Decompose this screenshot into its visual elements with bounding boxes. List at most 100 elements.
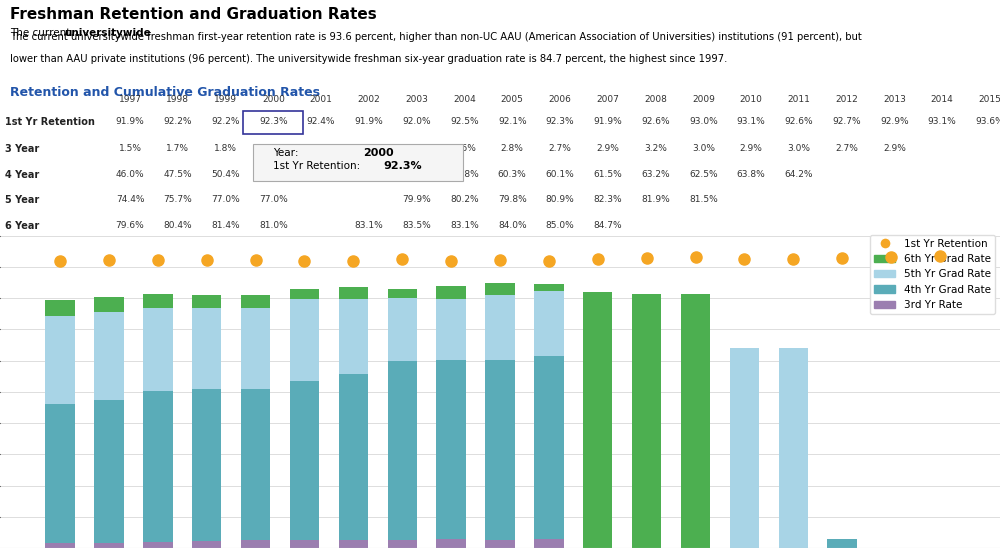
Text: 79.9%: 79.9% (402, 195, 431, 204)
Text: 92.2%: 92.2% (211, 117, 240, 126)
Bar (632, 539, 661, 548)
Text: 92.5%: 92.5% (450, 117, 479, 126)
Text: 2.9%: 2.9% (596, 144, 619, 153)
Bar (241, 540, 270, 548)
Bar (827, 539, 857, 548)
Text: 46.0%: 46.0% (116, 170, 144, 179)
Text: 2006: 2006 (549, 95, 571, 105)
Text: 91.9%: 91.9% (355, 117, 383, 126)
Bar (94, 399, 124, 543)
Text: 93.1%: 93.1% (737, 117, 765, 126)
Bar (339, 299, 368, 374)
Text: 83.1%: 83.1% (450, 221, 479, 230)
Text: 92.2%: 92.2% (164, 117, 192, 126)
Bar (485, 283, 515, 295)
Text: 1997: 1997 (119, 95, 142, 105)
Text: 82.3%: 82.3% (593, 195, 622, 204)
Text: 2012: 2012 (835, 95, 858, 105)
Text: 2014: 2014 (931, 95, 954, 105)
Bar (143, 307, 173, 391)
Text: 93.1%: 93.1% (928, 117, 957, 126)
Text: 91.9%: 91.9% (593, 117, 622, 126)
Text: 79.8%: 79.8% (498, 195, 527, 204)
Bar (779, 347, 808, 548)
Text: 92.3%: 92.3% (259, 117, 288, 126)
Text: universitywide: universitywide (64, 28, 151, 38)
Text: 2013: 2013 (883, 95, 906, 105)
Bar (681, 349, 710, 539)
Bar (534, 284, 564, 291)
Text: 3.2%: 3.2% (644, 144, 667, 153)
Text: 77.0%: 77.0% (211, 195, 240, 204)
Text: 84.0%: 84.0% (498, 221, 527, 230)
Text: 77.0%: 77.0% (259, 195, 288, 204)
Bar (192, 307, 221, 389)
FancyBboxPatch shape (243, 111, 303, 134)
Bar (143, 543, 173, 548)
Bar (583, 351, 612, 538)
Bar (681, 294, 710, 548)
Text: 2.2%: 2.2% (262, 144, 285, 153)
Text: 1998: 1998 (166, 95, 189, 105)
Text: 84.7%: 84.7% (593, 221, 622, 230)
Text: 91.9%: 91.9% (116, 117, 144, 126)
Text: 60.1%: 60.1% (546, 170, 574, 179)
Bar (94, 543, 124, 548)
Text: 2007: 2007 (596, 95, 619, 105)
Bar (485, 295, 515, 361)
Bar (339, 374, 368, 540)
Text: 2010: 2010 (740, 95, 763, 105)
Bar (339, 540, 368, 548)
Text: 92.3%: 92.3% (546, 117, 574, 126)
Bar (779, 347, 808, 540)
Text: 81.4%: 81.4% (211, 221, 240, 230)
Text: 79.6%: 79.6% (116, 221, 144, 230)
Text: 1999: 1999 (214, 95, 237, 105)
Text: 92.6%: 92.6% (785, 117, 813, 126)
Text: 83.1%: 83.1% (355, 221, 383, 230)
Bar (730, 347, 759, 548)
Bar (241, 389, 270, 540)
Bar (143, 391, 173, 543)
Bar (143, 294, 173, 307)
Bar (45, 543, 75, 548)
Text: 3.0%: 3.0% (787, 144, 810, 153)
Bar (45, 300, 75, 316)
Text: 92.1%: 92.1% (498, 117, 527, 126)
Bar (290, 299, 319, 381)
Text: 2011: 2011 (787, 95, 810, 105)
Text: 2015: 2015 (979, 95, 1000, 105)
Bar (192, 389, 221, 541)
Text: 1st Yr Retention:: 1st Yr Retention: (273, 161, 361, 171)
Bar (290, 540, 319, 548)
Bar (583, 538, 612, 548)
Text: The current: The current (10, 28, 74, 38)
Bar (388, 298, 417, 361)
Bar (681, 539, 710, 548)
Text: 74.4%: 74.4% (116, 195, 144, 204)
Text: 2000: 2000 (262, 95, 285, 105)
Bar (192, 295, 221, 307)
Bar (290, 289, 319, 299)
Bar (534, 291, 564, 356)
Bar (485, 361, 515, 540)
Text: 92.3%: 92.3% (259, 117, 288, 126)
Text: 81.9%: 81.9% (641, 195, 670, 204)
Text: 80.9%: 80.9% (546, 195, 574, 204)
Text: 1.7%: 1.7% (166, 144, 189, 153)
Text: The current universitywide freshman first-year retention rate is 93.6 percent, h: The current universitywide freshman firs… (10, 32, 862, 42)
Text: 2003: 2003 (405, 95, 428, 105)
Legend: 1st Yr Retention, 6th Yr Grad Rate, 5th Yr Grad Rate, 4th Yr Grad Rate, 3rd Yr R: 1st Yr Retention, 6th Yr Grad Rate, 5th … (870, 235, 995, 314)
Text: 63.2%: 63.2% (641, 170, 670, 179)
Bar (94, 297, 124, 312)
Text: 2000: 2000 (363, 148, 394, 158)
Text: 2.5%: 2.5% (405, 144, 428, 153)
Bar (730, 347, 759, 539)
Text: 81.5%: 81.5% (689, 195, 718, 204)
FancyBboxPatch shape (253, 144, 463, 181)
Text: 2.5%: 2.5% (310, 144, 333, 153)
Text: 75.7%: 75.7% (163, 195, 192, 204)
Text: 2.8%: 2.8% (501, 144, 524, 153)
Bar (94, 312, 124, 399)
Text: 80.2%: 80.2% (450, 195, 479, 204)
